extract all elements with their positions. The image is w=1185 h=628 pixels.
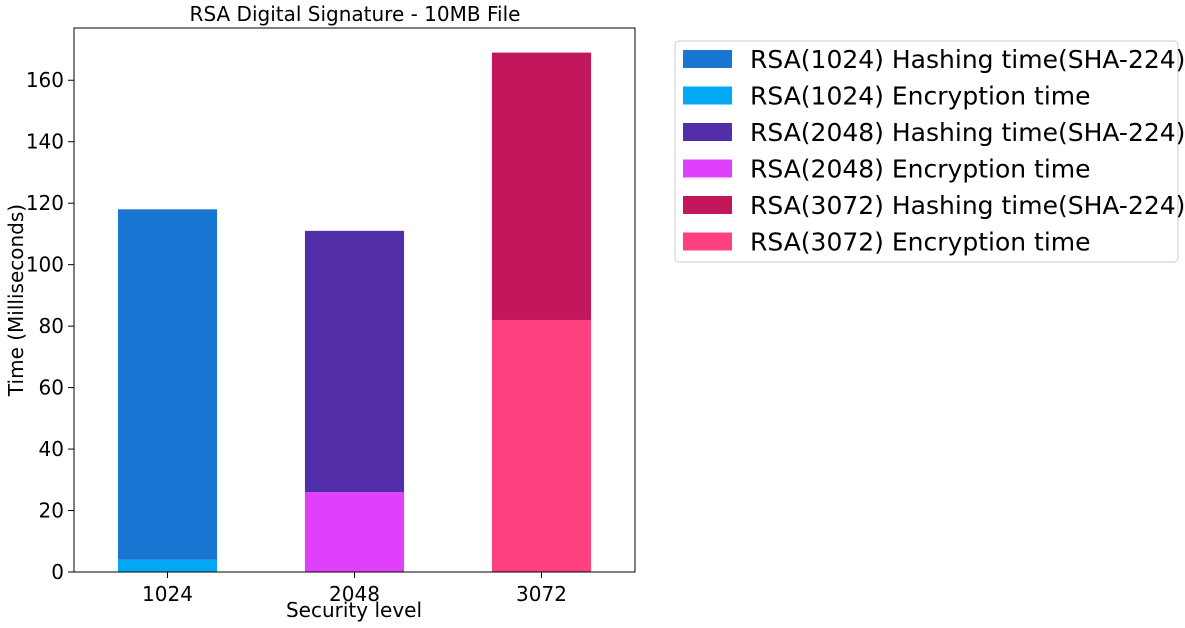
legend-entry-label: RSA(1024) Encryption time [750,82,1091,111]
legend-swatch [683,86,732,105]
x-tick-label: 1024 [142,582,193,606]
legend-swatch [683,50,732,68]
x-axis: 1024 2048 3072 [142,572,567,606]
bar-3072-segment-0 [491,319,592,572]
y-axis-label: Time (Milliseconds) [4,204,28,397]
y-tick-label: 80 [39,314,64,338]
bar-2048-segment-1 [304,230,405,493]
legend-entry-label: RSA(3072) Hashing time(SHA-224) [750,191,1185,220]
legend-swatch [683,123,732,141]
legend-entry-label: RSA(2048) Hashing time(SHA-224) [750,118,1185,147]
chart-title: RSA Digital Signature - 10MB File [190,2,521,26]
legend-swatch [683,232,732,251]
bar-3072-segment-1 [491,52,592,320]
legend-entry-label: RSA(3072) Encryption time [750,228,1091,257]
bar-1024-segment-0 [117,559,218,572]
y-tick-label: 0 [51,560,64,584]
y-axis: 0 20 40 60 80 100 120 140 160 [26,68,74,584]
legend-frame [674,40,1179,263]
x-tick-label: 3072 [516,582,567,606]
y-tick-label: 20 [39,499,64,523]
y-tick-label: 140 [26,130,64,154]
legend: RSA(1024) Hashing time(SHA-224) RSA(1024)… [674,40,1185,263]
bar-1024-segment-1 [117,209,218,560]
legend-entry-label: RSA(1024) Hashing time(SHA-224) [750,45,1185,74]
bar-2048-segment-0 [304,492,405,572]
legend-entry-label: RSA(2048) Encryption time [750,155,1091,184]
legend-swatch [683,196,732,214]
legend-swatch [683,159,732,178]
y-tick-label: 100 [26,253,64,277]
x-tick-label: 2048 [329,582,380,606]
y-tick-label: 40 [39,437,64,461]
y-tick-label: 160 [26,68,64,92]
y-tick-label: 120 [26,191,64,215]
bars-layer [117,52,592,572]
y-tick-label: 60 [39,376,64,400]
x-axis-label: Security level [286,598,422,622]
